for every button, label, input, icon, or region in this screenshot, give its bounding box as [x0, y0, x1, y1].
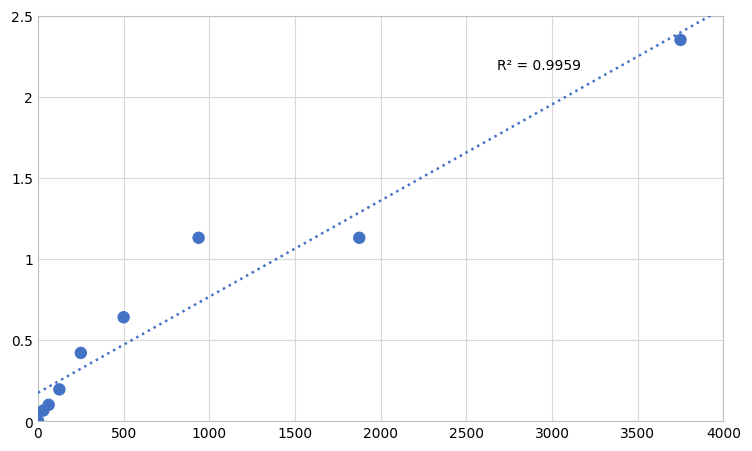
Point	[43, 401, 55, 409]
Point	[353, 235, 365, 242]
Point	[38, 407, 50, 414]
Point	[193, 235, 205, 242]
Point	[675, 37, 687, 45]
Point	[117, 314, 129, 321]
Point	[32, 417, 44, 424]
Point	[74, 350, 86, 357]
Point	[53, 386, 65, 393]
Text: R² = 0.9959: R² = 0.9959	[497, 59, 581, 73]
